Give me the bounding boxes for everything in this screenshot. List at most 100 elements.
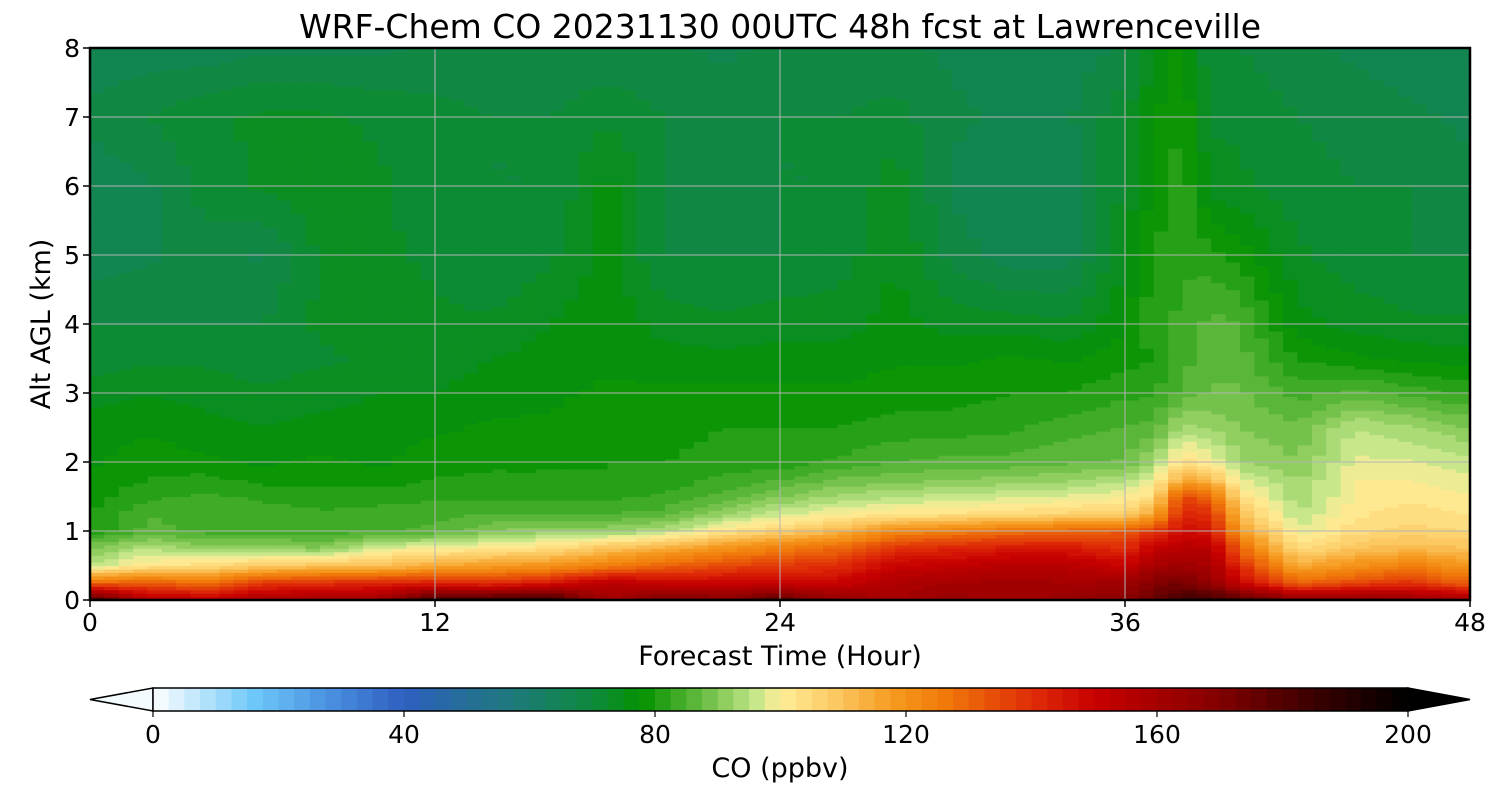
contour-cell <box>291 192 307 197</box>
contour-cell <box>363 479 379 484</box>
contour-cell <box>291 379 307 384</box>
contour-cell <box>320 85 335 90</box>
contour-cell <box>190 182 206 187</box>
contour-cell <box>492 261 508 266</box>
contour-cell <box>248 85 264 90</box>
contour-cell <box>305 493 321 498</box>
contour-cell <box>463 499 479 504</box>
contour-cell <box>233 248 249 253</box>
contour-cell <box>262 430 278 435</box>
contour-cell <box>506 330 522 335</box>
contour-cell <box>133 199 149 204</box>
contour-cell <box>233 289 249 294</box>
contour-cell <box>363 217 379 222</box>
contour-cell <box>348 223 364 228</box>
contour-cell <box>147 596 163 600</box>
contour-cell <box>492 144 508 149</box>
contour-cell <box>420 261 436 266</box>
contour-cell <box>161 510 177 515</box>
contour-cell <box>104 123 120 128</box>
contour-cell <box>305 341 321 346</box>
contour-cell <box>377 417 393 422</box>
contour-cell <box>248 248 264 253</box>
contour-cell <box>176 51 192 56</box>
contour-cell <box>320 196 335 201</box>
contour-cell <box>305 99 321 104</box>
contour-cell <box>305 237 321 242</box>
contour-cell <box>521 424 537 429</box>
contour-cell <box>492 189 508 194</box>
contour-cell <box>435 534 450 539</box>
contour-cell <box>276 251 292 256</box>
contour-cell <box>219 79 235 84</box>
contour-cell <box>406 296 422 301</box>
contour-cell <box>133 468 149 473</box>
contour-cell <box>506 358 522 363</box>
contour-cell <box>133 372 149 377</box>
contour-cell <box>449 361 465 366</box>
contour-cell <box>104 499 120 504</box>
contour-cell <box>406 299 422 304</box>
contour-cell <box>320 499 335 504</box>
contour-cell <box>147 255 163 260</box>
contour-cell <box>521 499 537 504</box>
contour-cell <box>420 596 436 600</box>
contour-cell <box>406 424 422 429</box>
contour-cell <box>420 372 436 377</box>
contour-cell <box>90 165 105 170</box>
contour-cell <box>449 351 465 356</box>
contour-cell <box>492 148 508 153</box>
contour-cell <box>506 85 522 90</box>
contour-cell <box>262 455 278 460</box>
contour-cell <box>233 137 249 142</box>
contour-cell <box>248 465 264 470</box>
contour-cell <box>478 203 494 208</box>
contour-cell <box>276 506 292 511</box>
contour-cell <box>248 375 264 380</box>
contour-cell <box>104 310 120 315</box>
contour-cell <box>463 306 479 311</box>
contour-cell <box>161 103 177 108</box>
contour-cell <box>334 413 350 418</box>
contour-cell <box>90 389 105 394</box>
contour-cell <box>90 275 105 280</box>
contour-cell <box>219 558 235 563</box>
contour-cell <box>190 189 206 194</box>
contour-cell <box>391 161 407 166</box>
contour-cell <box>535 475 551 480</box>
contour-cell <box>176 475 192 480</box>
contour-cell <box>406 117 422 122</box>
contour-cell <box>161 151 177 156</box>
contour-cell <box>205 92 220 97</box>
contour-cell <box>535 551 551 556</box>
contour-cell <box>363 527 379 532</box>
contour-cell <box>406 130 422 135</box>
contour-cell <box>406 389 422 394</box>
contour-cell <box>190 148 206 153</box>
contour-cell <box>161 168 177 173</box>
contour-cell <box>118 479 134 484</box>
contour-cell <box>348 65 364 70</box>
contour-cell <box>133 58 149 63</box>
contour-cell <box>248 82 264 87</box>
contour-cell <box>233 165 249 170</box>
contour-cell <box>506 113 522 118</box>
contour-cell <box>118 206 134 211</box>
contour-cell <box>406 575 422 580</box>
contour-cell <box>492 548 508 553</box>
contour-cell <box>521 110 537 115</box>
contour-cell <box>334 313 350 318</box>
contour-cell <box>506 520 522 525</box>
contour-cell <box>406 54 422 59</box>
contour-cell <box>262 520 278 525</box>
contour-cell <box>176 248 192 253</box>
contour-cell <box>190 541 206 546</box>
contour-cell <box>435 65 450 70</box>
contour-cell <box>334 479 350 484</box>
contour-cell <box>118 444 134 449</box>
contour-cell <box>449 168 465 173</box>
contour-cell <box>420 85 436 90</box>
contour-cell <box>320 65 335 70</box>
contour-cell <box>219 510 235 515</box>
contour-cell <box>420 593 436 598</box>
